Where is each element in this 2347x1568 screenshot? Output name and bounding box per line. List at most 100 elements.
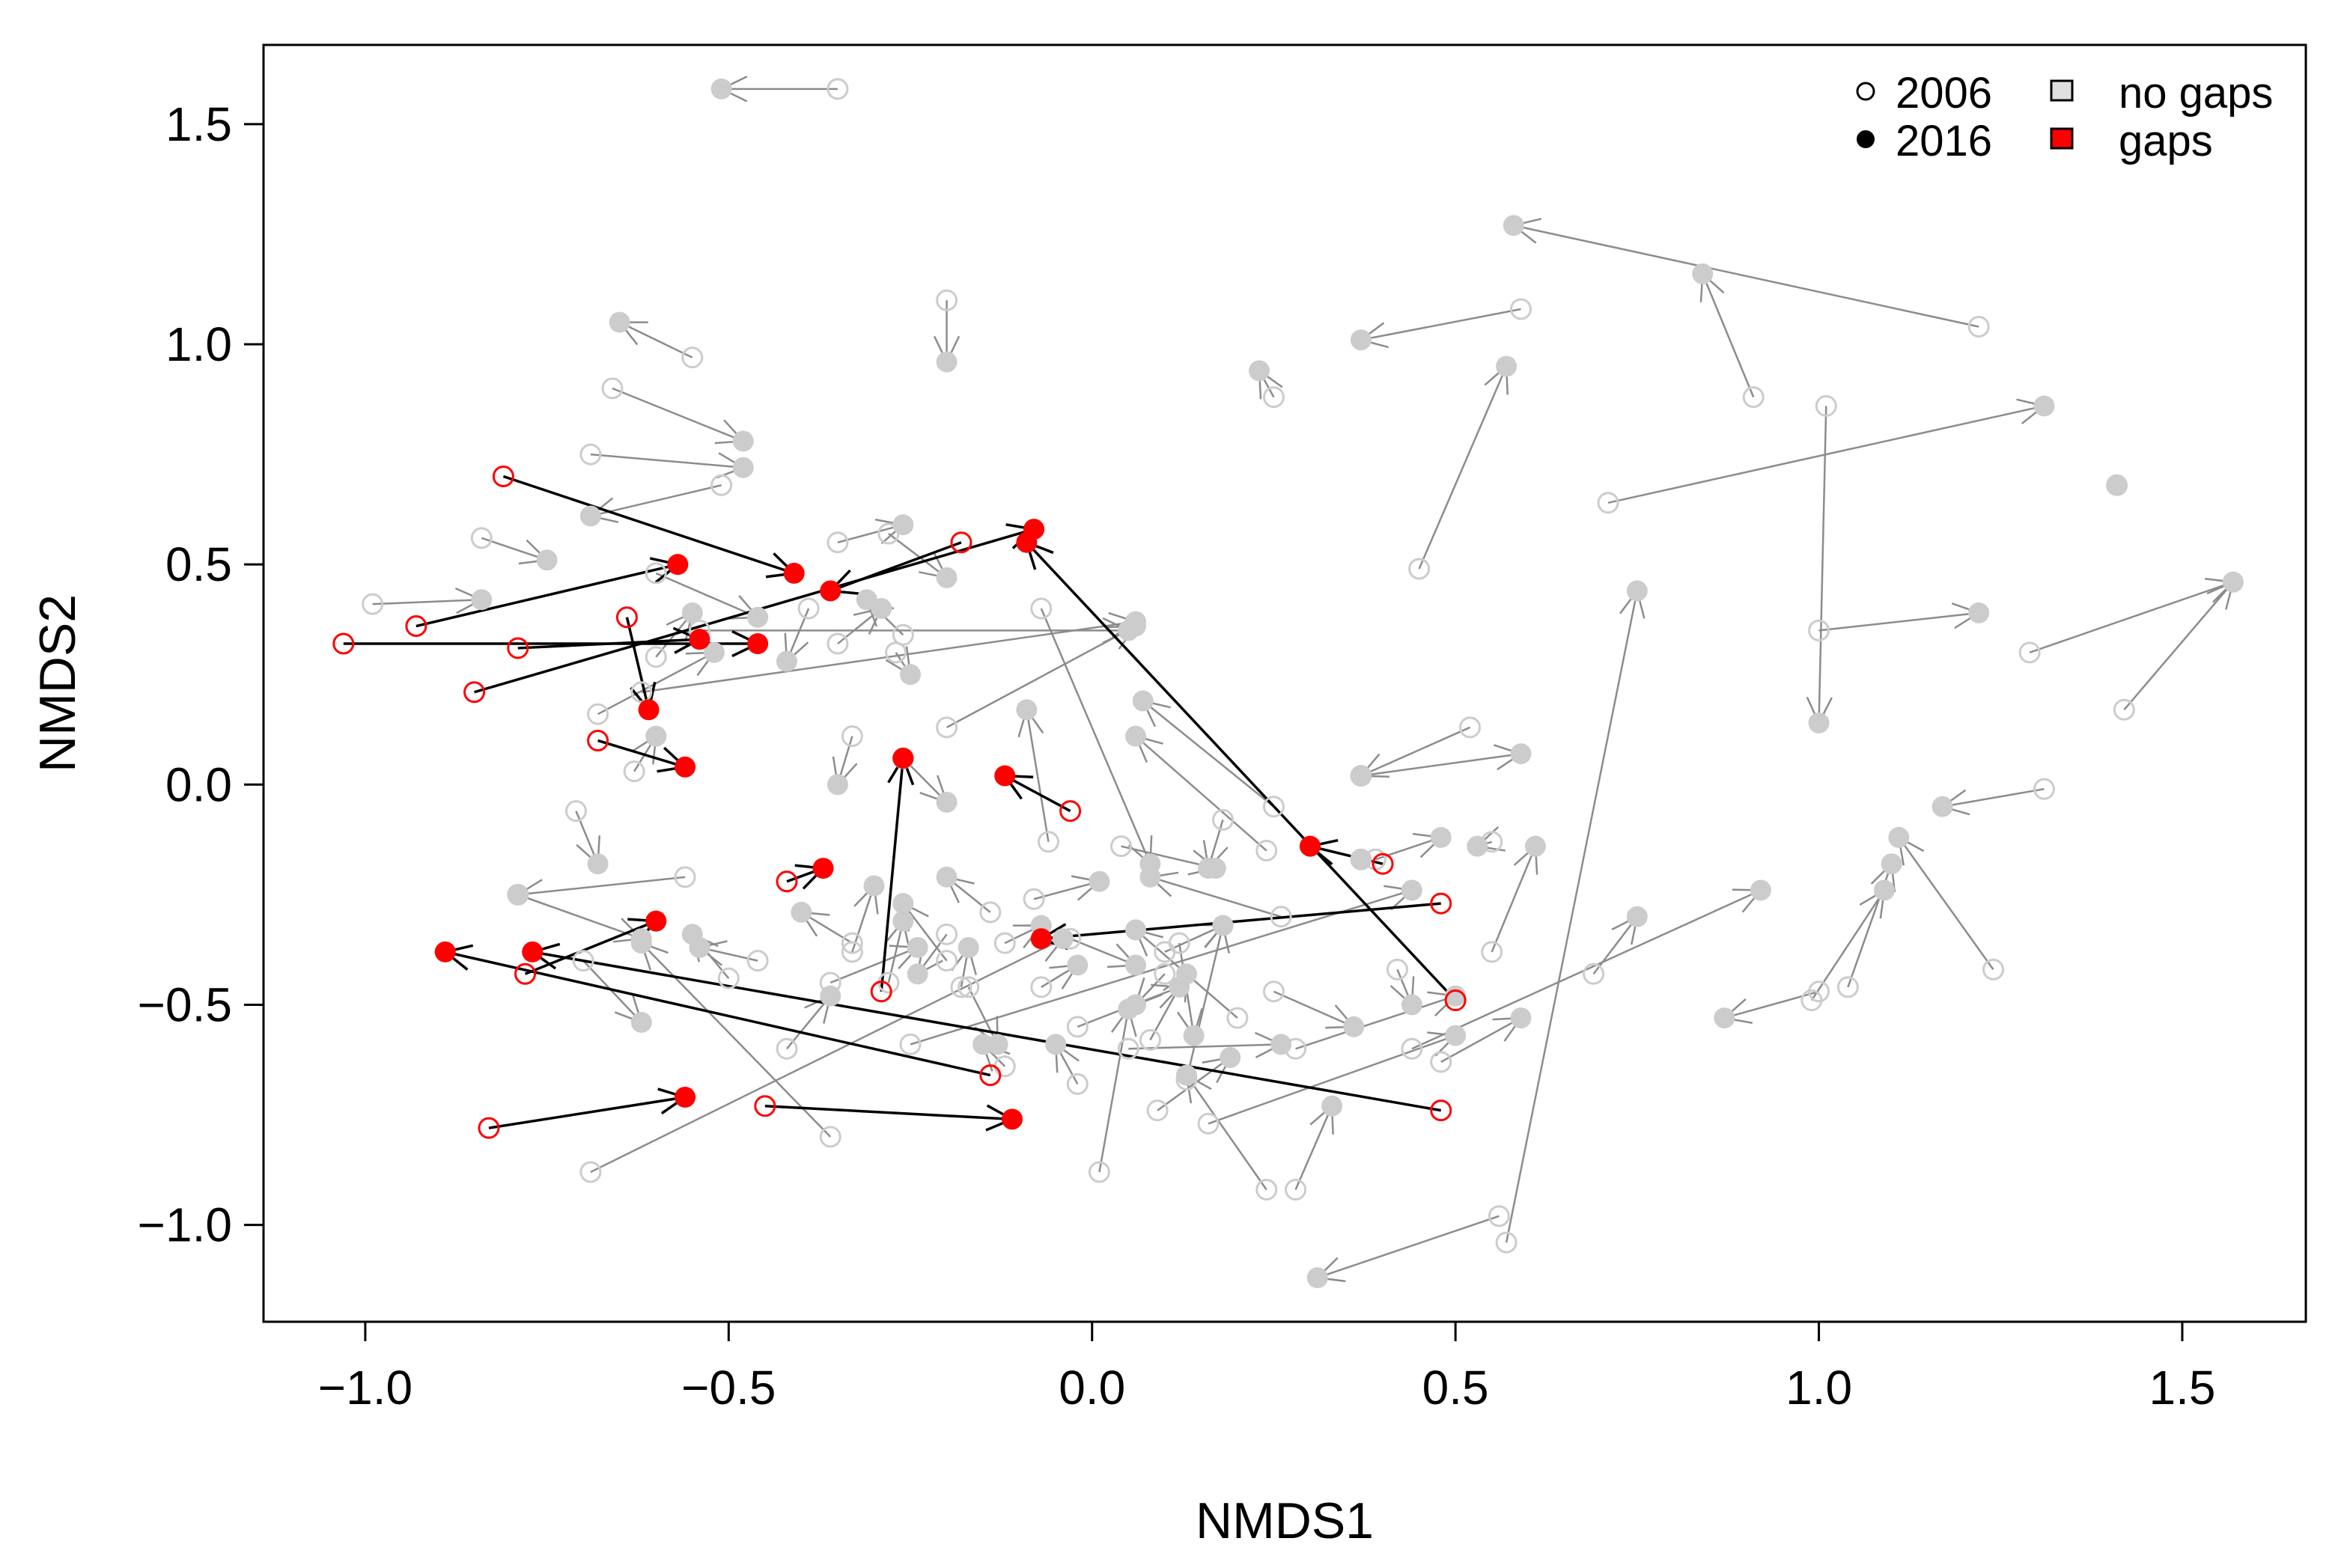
point-2016-gaps [820, 580, 841, 602]
trajectory-arrow-no-gaps [1208, 1034, 1456, 1125]
trajectory-arrow-no-gaps [910, 889, 1413, 1046]
point-2006-no-gaps [1982, 958, 2005, 980]
point-2006-gaps [870, 980, 892, 1003]
point-2016-gaps [1001, 1108, 1023, 1130]
point-2006-gaps [950, 531, 972, 554]
point-2016-no-gaps [907, 963, 928, 985]
x-tick-label: 1.0 [1786, 1361, 1852, 1415]
trajectory-arrow-no-gaps [1491, 846, 1537, 953]
point-2006-no-gaps [797, 597, 820, 620]
point-2016-no-gaps [1205, 858, 1226, 879]
point-2006-no-gaps [1197, 1112, 1220, 1135]
point-2016-gaps [994, 765, 1016, 787]
point-2016-no-gaps [1124, 615, 1146, 637]
point-2006-no-gaps [1146, 1099, 1169, 1122]
point-2006-no-gaps [1742, 386, 1765, 409]
point-2006-no-gaps [827, 632, 849, 655]
point-2006-no-gaps [993, 932, 1016, 954]
trajectory-arrow-no-gaps [1135, 735, 1267, 852]
point-2016-no-gaps [1132, 690, 1154, 712]
point-2016-no-gaps [1626, 580, 1648, 602]
trajectory-arrow-gaps [488, 1096, 686, 1129]
point-2006-no-gaps [1808, 619, 1830, 641]
trajectory-arrow-no-gaps [1418, 365, 1508, 570]
trajectory-arrow-gaps [880, 757, 905, 992]
trajectory-arrow-no-gaps [590, 484, 722, 517]
point-2016-no-gaps [1052, 928, 1074, 950]
point-2006-gaps [1430, 1099, 1452, 1122]
point-2016-no-gaps [1343, 1016, 1365, 1037]
point-2016-gaps [522, 941, 544, 963]
point-2006-gaps [587, 729, 609, 751]
point-2006-no-gaps [1030, 976, 1053, 998]
trajectory-arrow-gaps [517, 638, 700, 650]
trajectory-arrow-gaps [625, 617, 651, 710]
point-2006-no-gaps [579, 443, 602, 466]
point-2016-no-gaps [936, 791, 958, 813]
point-2016-no-gaps [1321, 1095, 1343, 1117]
point-2016-no-gaps [936, 567, 958, 588]
trajectory-arrow-no-gaps [1592, 916, 1638, 975]
point-2016-gaps [1016, 531, 1038, 553]
point-2016-no-gaps [732, 430, 754, 452]
point-2016-no-gaps [1139, 866, 1161, 888]
point-2016-no-gaps [892, 893, 914, 915]
point-2016-no-gaps [1401, 994, 1422, 1016]
point-2006-no-gaps [1262, 796, 1285, 818]
point-2016-no-gaps [892, 514, 914, 536]
point-2016-no-gaps [1808, 712, 1830, 733]
trajectory-arrow-no-gaps [1185, 925, 1224, 1080]
trajectory-arrow-no-gaps [481, 537, 548, 561]
trajectory-arrow-no-gaps [1070, 938, 1136, 966]
point-2006-gaps [463, 681, 486, 704]
trajectory-arrows [343, 76, 2235, 1283]
point-2006-no-gaps [1168, 932, 1190, 954]
point-2016-no-gaps [681, 602, 703, 623]
trajectory-arrow-no-gaps [946, 625, 1136, 728]
point-2006-no-gaps [601, 377, 624, 400]
point-2016-no-gaps [645, 725, 667, 747]
point-2016-no-gaps [936, 866, 958, 888]
point-2016-gaps [783, 562, 805, 584]
point-2006-no-gaps [1255, 840, 1278, 862]
trajectory-arrow-no-gaps [837, 524, 904, 543]
point-2006-no-gaps [710, 474, 733, 496]
trajectory-arrow-gaps [1026, 541, 1457, 1001]
point-2016-no-gaps [2222, 571, 2244, 593]
point-2006-no-gaps [1262, 980, 1285, 1003]
trajectory-arrow-no-gaps [2029, 581, 2234, 654]
legend-label-gaps: gaps [2119, 117, 2213, 165]
trajectory-arrow-no-gaps [1317, 1215, 1500, 1279]
point-2016-no-gaps [1881, 853, 1902, 875]
point-2006-no-gaps [841, 932, 863, 954]
point-2016-no-gaps [1932, 796, 1953, 817]
point-2006-no-gaps [1430, 1051, 1452, 1073]
trajectory-arrow-no-gaps [1942, 787, 2045, 808]
point-2006-no-gaps [1066, 1073, 1089, 1095]
point-2006-no-gaps [1255, 1179, 1278, 1201]
point-2006-no-gaps [470, 527, 493, 549]
point-2016-no-gaps [1350, 765, 1372, 787]
point-2016-gaps [675, 1086, 696, 1108]
point-2006-gaps [478, 1117, 500, 1139]
point-2006-no-gaps [1597, 492, 1619, 514]
point-2006-no-gaps [746, 950, 769, 972]
trajectory-arrow-no-gaps [902, 903, 948, 962]
trajectory-arrow-gaps [445, 951, 991, 1077]
point-2006-no-gaps [979, 901, 1002, 924]
point-2006-no-gaps [1386, 958, 1408, 980]
point-2006-no-gaps [507, 883, 529, 906]
point-2006-no-gaps [885, 641, 907, 664]
point-2006-gaps [1430, 892, 1452, 915]
x-tick-label: 0.5 [1422, 1361, 1489, 1415]
point-2006-gaps [1372, 852, 1394, 875]
point-2016-no-gaps [536, 549, 558, 571]
point-2016-no-gaps [1124, 954, 1146, 976]
point-2016-gaps [645, 910, 667, 932]
trajectory-arrow-no-gaps [1818, 406, 1827, 723]
point-2016-no-gaps [987, 1034, 1008, 1055]
legend-marker-2016 [1857, 130, 1875, 148]
point-2016-no-gaps [1350, 849, 1372, 870]
point-2016-no-gaps [1445, 1025, 1467, 1046]
point-2006-gaps [514, 963, 536, 985]
